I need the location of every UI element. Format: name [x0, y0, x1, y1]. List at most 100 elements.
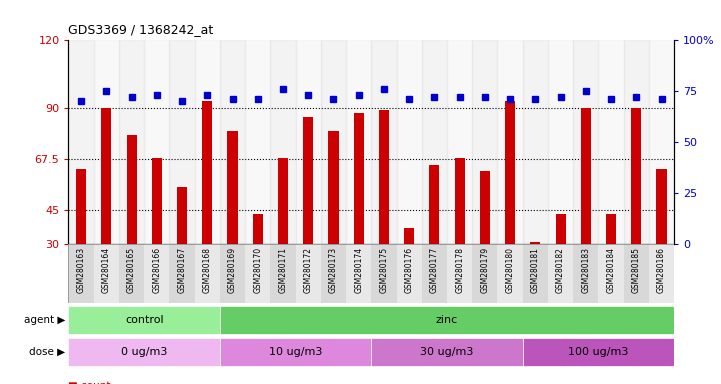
Text: ■ count: ■ count — [68, 381, 111, 384]
Text: GSM280168: GSM280168 — [203, 247, 212, 293]
Text: GSM280178: GSM280178 — [455, 247, 464, 293]
Bar — [397, 40, 422, 244]
Bar — [649, 244, 674, 303]
Text: 100 ug/m3: 100 ug/m3 — [568, 347, 629, 357]
Bar — [202, 101, 212, 244]
Bar — [245, 40, 270, 244]
Bar — [270, 244, 296, 303]
Bar — [480, 172, 490, 244]
Bar — [523, 338, 674, 366]
Bar — [245, 244, 270, 303]
Text: GSM280180: GSM280180 — [505, 247, 515, 293]
Bar — [329, 131, 339, 244]
Text: 0 ug/m3: 0 ug/m3 — [121, 347, 167, 357]
Bar — [101, 108, 112, 244]
Bar — [523, 40, 548, 244]
Text: GSM280172: GSM280172 — [304, 247, 313, 293]
Text: GSM280177: GSM280177 — [430, 247, 439, 293]
Text: GSM280181: GSM280181 — [531, 247, 540, 293]
Text: control: control — [125, 315, 164, 325]
Bar — [68, 306, 220, 334]
Bar — [220, 338, 371, 366]
Text: GSM280182: GSM280182 — [556, 247, 565, 293]
Bar — [270, 40, 296, 244]
Bar — [548, 40, 573, 244]
Bar — [573, 244, 598, 303]
Bar — [76, 169, 87, 244]
Bar — [228, 131, 238, 244]
Bar — [430, 165, 440, 244]
Bar — [169, 40, 195, 244]
Bar — [119, 40, 144, 244]
Bar — [278, 158, 288, 244]
Text: GSM280176: GSM280176 — [404, 247, 414, 293]
Text: dose ▶: dose ▶ — [29, 347, 65, 357]
Bar — [252, 214, 263, 244]
Bar — [422, 244, 447, 303]
Bar — [321, 244, 346, 303]
Bar — [304, 117, 314, 244]
Bar — [404, 228, 415, 244]
Bar — [649, 40, 674, 244]
Bar — [548, 244, 573, 303]
Text: GSM280183: GSM280183 — [581, 247, 590, 293]
Text: GSM280184: GSM280184 — [606, 247, 616, 293]
Bar — [68, 244, 94, 303]
Text: agent ▶: agent ▶ — [24, 315, 65, 325]
Bar — [94, 40, 119, 244]
Bar — [371, 244, 397, 303]
Bar — [144, 244, 169, 303]
Bar — [397, 244, 422, 303]
Text: 30 ug/m3: 30 ug/m3 — [420, 347, 474, 357]
Bar — [497, 244, 523, 303]
Bar — [472, 244, 497, 303]
Bar — [523, 244, 548, 303]
Bar — [195, 244, 220, 303]
Bar — [624, 40, 649, 244]
Bar — [581, 108, 590, 244]
Bar — [220, 244, 245, 303]
Text: 10 ug/m3: 10 ug/m3 — [269, 347, 322, 357]
Bar — [606, 214, 616, 244]
Text: GSM280164: GSM280164 — [102, 247, 111, 293]
Bar — [657, 169, 667, 244]
Bar — [497, 40, 523, 244]
Bar — [68, 338, 220, 366]
Bar — [94, 244, 119, 303]
Bar — [354, 113, 364, 244]
Text: GSM280175: GSM280175 — [379, 247, 389, 293]
Bar — [177, 187, 187, 244]
Text: GSM280179: GSM280179 — [480, 247, 490, 293]
Text: GSM280171: GSM280171 — [278, 247, 288, 293]
Bar — [169, 244, 195, 303]
Bar — [556, 214, 566, 244]
Text: GSM280174: GSM280174 — [354, 247, 363, 293]
Bar — [624, 244, 649, 303]
Bar — [220, 306, 674, 334]
Text: GSM280166: GSM280166 — [152, 247, 162, 293]
Text: GSM280185: GSM280185 — [632, 247, 641, 293]
Bar — [195, 40, 220, 244]
Text: GSM280169: GSM280169 — [228, 247, 237, 293]
Bar — [296, 244, 321, 303]
Bar — [346, 40, 371, 244]
Bar — [371, 40, 397, 244]
Bar — [321, 40, 346, 244]
Bar — [296, 40, 321, 244]
Text: GDS3369 / 1368242_at: GDS3369 / 1368242_at — [68, 23, 213, 36]
Bar — [68, 40, 94, 244]
Bar — [220, 40, 245, 244]
Bar — [598, 244, 624, 303]
Bar — [447, 40, 472, 244]
Text: GSM280170: GSM280170 — [253, 247, 262, 293]
Bar — [632, 108, 642, 244]
Text: GSM280165: GSM280165 — [127, 247, 136, 293]
Text: zinc: zinc — [436, 315, 458, 325]
Bar — [119, 244, 144, 303]
Bar — [530, 242, 540, 244]
Bar — [573, 40, 598, 244]
Text: GSM280163: GSM280163 — [76, 247, 86, 293]
Bar — [505, 101, 515, 244]
Bar — [447, 244, 472, 303]
Text: GSM280173: GSM280173 — [329, 247, 338, 293]
